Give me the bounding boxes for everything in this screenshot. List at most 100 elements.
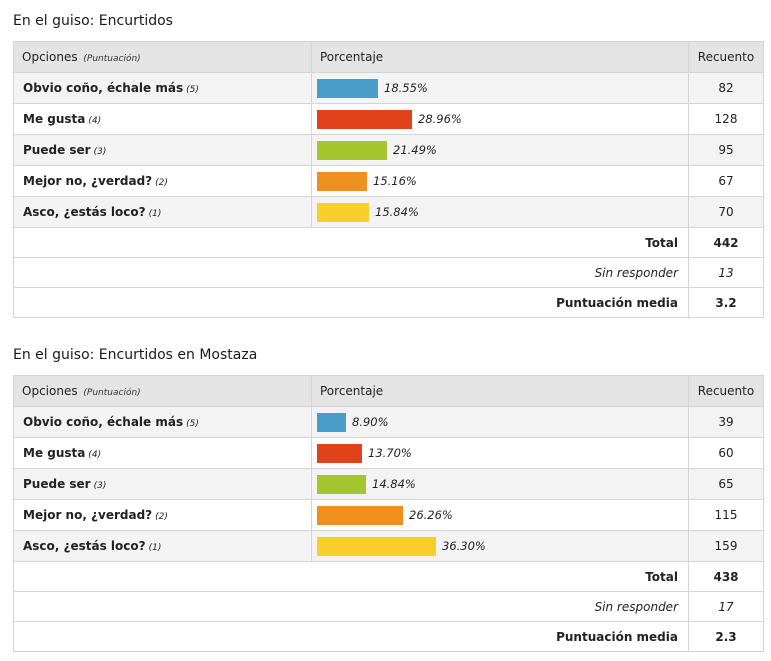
count-cell: 67 (688, 165, 764, 197)
option-label: Puede ser (23, 477, 91, 491)
option-label-cell: Puede ser (3) (13, 134, 312, 166)
percentage-bar (317, 474, 366, 494)
option-row: Puede ser (3) 21.49% 95 (13, 134, 764, 166)
percentage-bar (317, 140, 387, 160)
section-title: En el guiso: Encurtidos en Mostaza (13, 347, 258, 363)
percentage-cell: 21.49% (311, 134, 689, 166)
results-table: Opciones (Puntuación) Porcentaje Recuent… (13, 41, 764, 318)
header-row: Opciones (Puntuación) Porcentaje Recuent… (13, 41, 764, 73)
average-value: 2.3 (688, 621, 764, 652)
option-label: Asco, ¿estás loco? (23, 539, 146, 553)
percentage-cell: 8.90% (311, 406, 689, 438)
option-score: (5) (186, 85, 199, 95)
option-score: (1) (148, 209, 162, 219)
options-header: Opciones (Puntuación) (13, 41, 312, 73)
count-cell: 159 (688, 530, 764, 562)
options-header-note: (Puntuación) (83, 388, 141, 398)
option-label: Obvio coño, échale más (23, 415, 184, 429)
count-cell: 128 (688, 103, 764, 135)
summary-body: Total 442 Sin responder 13 Puntuación me… (13, 227, 764, 318)
option-label-cell: Obvio coño, échale más (5) (13, 72, 312, 104)
no-answer-value: 17 (688, 591, 764, 622)
percentage-bar (317, 536, 436, 556)
option-label-cell: Mejor no, ¿verdad? (2) (13, 499, 312, 531)
percentage-label: 14.84% (372, 477, 416, 491)
total-row: Total 442 (13, 227, 764, 258)
no-answer-value: 13 (688, 257, 764, 288)
count-header: Recuento (688, 41, 764, 73)
percentage-cell: 26.26% (311, 499, 689, 531)
percentage-cell: 14.84% (311, 468, 689, 500)
percentage-bar (317, 412, 346, 432)
option-label: Mejor no, ¿verdad? (23, 174, 153, 188)
count-cell: 60 (688, 437, 764, 469)
no-answer-row: Sin responder 17 (13, 591, 764, 622)
option-label-cell: Mejor no, ¿verdad? (2) (13, 165, 312, 197)
survey-section: En el guiso: Encurtidos en Mostaza Opcio… (13, 344, 764, 652)
section-title: En el guiso: Encurtidos (13, 13, 173, 29)
results-table: Opciones (Puntuación) Porcentaje Recuent… (13, 375, 764, 652)
percentage-cell: 15.84% (311, 196, 689, 228)
percentage-bar (317, 109, 412, 129)
option-row: Asco, ¿estás loco? (1) 36.30% 159 (13, 530, 764, 562)
percentage-header: Porcentaje (311, 375, 689, 407)
percentage-bar (317, 171, 367, 191)
option-score: (3) (93, 481, 107, 491)
option-row: Obvio coño, échale más (5) 18.55% 82 (13, 72, 764, 104)
option-row: Mejor no, ¿verdad? (2) 26.26% 115 (13, 499, 764, 531)
percentage-cell: 18.55% (311, 72, 689, 104)
percentage-cell: 28.96% (311, 103, 689, 135)
average-row: Puntuación media 3.2 (13, 287, 764, 318)
percentage-label: 21.49% (393, 143, 437, 157)
option-label-cell: Asco, ¿estás loco? (1) (13, 530, 312, 562)
percentage-label: 8.90% (352, 415, 389, 429)
count-cell: 39 (688, 406, 764, 438)
option-row: Me gusta (4) 28.96% 128 (13, 103, 764, 135)
option-row: Mejor no, ¿verdad? (2) 15.16% 67 (13, 165, 764, 197)
percentage-label: 15.84% (375, 205, 419, 219)
options-header-note: (Puntuación) (83, 54, 141, 64)
percentage-label: 13.70% (368, 446, 412, 460)
option-score: (2) (155, 512, 168, 522)
count-cell: 65 (688, 468, 764, 500)
percentage-label: 36.30% (442, 539, 486, 553)
total-label: Total (13, 227, 689, 258)
options-body: Obvio coño, échale más (5) 8.90% 39 Me gusta… (13, 406, 764, 562)
option-label: Me gusta (23, 112, 86, 126)
option-label: Mejor no, ¿verdad? (23, 508, 153, 522)
option-label: Asco, ¿estás loco? (23, 205, 146, 219)
percentage-label: 15.16% (373, 174, 417, 188)
average-row: Puntuación media 2.3 (13, 621, 764, 652)
percentage-bar (317, 202, 369, 222)
count-cell: 115 (688, 499, 764, 531)
option-label-cell: Puede ser (3) (13, 468, 312, 500)
summary-body: Total 438 Sin responder 17 Puntuación me… (13, 561, 764, 652)
percentage-bar (317, 443, 362, 463)
option-label: Obvio coño, échale más (23, 81, 184, 95)
option-score: (4) (88, 450, 102, 460)
option-row: Asco, ¿estás loco? (1) 15.84% 70 (13, 196, 764, 228)
count-cell: 82 (688, 72, 764, 104)
options-body: Obvio coño, échale más (5) 18.55% 82 Me gust… (13, 72, 764, 228)
average-value: 3.2 (688, 287, 764, 318)
no-answer-label: Sin responder (13, 591, 689, 622)
option-label: Puede ser (23, 143, 91, 157)
percentage-cell: 15.16% (311, 165, 689, 197)
options-header-label: Opciones (22, 50, 78, 64)
option-row: Puede ser (3) 14.84% 65 (13, 468, 764, 500)
average-label: Puntuación media (13, 287, 689, 318)
percentage-cell: 36.30% (311, 530, 689, 562)
options-header-label: Opciones (22, 384, 78, 398)
option-score: (2) (155, 178, 168, 188)
total-row: Total 438 (13, 561, 764, 592)
percentage-label: 18.55% (384, 81, 428, 95)
option-label: Me gusta (23, 446, 86, 460)
option-score: (4) (88, 116, 102, 126)
no-answer-row: Sin responder 13 (13, 257, 764, 288)
count-cell: 95 (688, 134, 764, 166)
option-label-cell: Asco, ¿estás loco? (1) (13, 196, 312, 228)
percentage-label: 28.96% (418, 112, 462, 126)
percentage-bar (317, 505, 403, 525)
percentage-label: 26.26% (409, 508, 453, 522)
survey-section: En el guiso: Encurtidos Opciones (Puntua… (13, 10, 764, 318)
